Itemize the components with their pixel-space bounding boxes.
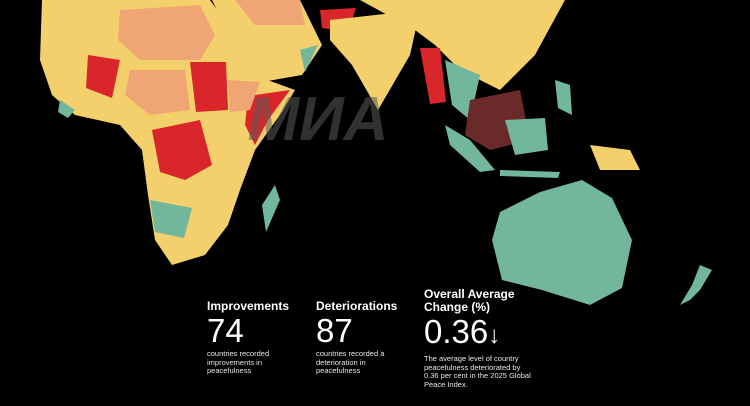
- sumatra: [445, 125, 495, 172]
- stat-description: countries recorded a deterioration in pe…: [316, 349, 385, 375]
- sudan: [190, 62, 228, 112]
- stat-deteriorations: Deteriorations 87 countries recorded a d…: [316, 300, 411, 376]
- middle-east: [235, 0, 305, 25]
- philippines: [555, 80, 572, 115]
- india: [330, 10, 420, 110]
- madagascar: [262, 185, 280, 232]
- trend-arrow: ↓: [488, 322, 501, 349]
- stat-title: Overall Average Change (%): [424, 287, 515, 314]
- watermark: МИА: [247, 85, 388, 154]
- north-africa: [118, 5, 215, 60]
- west-coast: [58, 100, 75, 118]
- java: [500, 170, 560, 178]
- somalia: [245, 90, 290, 145]
- ethiopia: [228, 80, 260, 112]
- sahel: [125, 70, 190, 115]
- stat-value: 87: [316, 312, 353, 349]
- drc: [152, 120, 212, 180]
- stat-title: Deteriorations: [316, 299, 398, 313]
- stat-description: The average level of country peacefulnes…: [424, 354, 531, 389]
- stat-value: 74: [207, 312, 244, 349]
- oman: [300, 45, 318, 72]
- east-asia: [360, 0, 565, 90]
- stat-improvements: Improvements 74 countries recorded impro…: [207, 300, 297, 376]
- australia: [492, 180, 632, 305]
- myanmar: [420, 48, 446, 104]
- stat-title: Improvements: [207, 299, 290, 313]
- papua: [590, 145, 640, 170]
- stat-value: 0.36: [424, 313, 489, 350]
- new-zealand: [680, 265, 712, 305]
- borneo: [505, 118, 548, 155]
- stat-overall-change: Overall Average Change (%) 0.36↓ The ave…: [424, 288, 544, 389]
- southern-africa: [150, 200, 192, 238]
- mali: [86, 55, 120, 98]
- stat-description: countries recorded improvements in peace…: [207, 349, 270, 375]
